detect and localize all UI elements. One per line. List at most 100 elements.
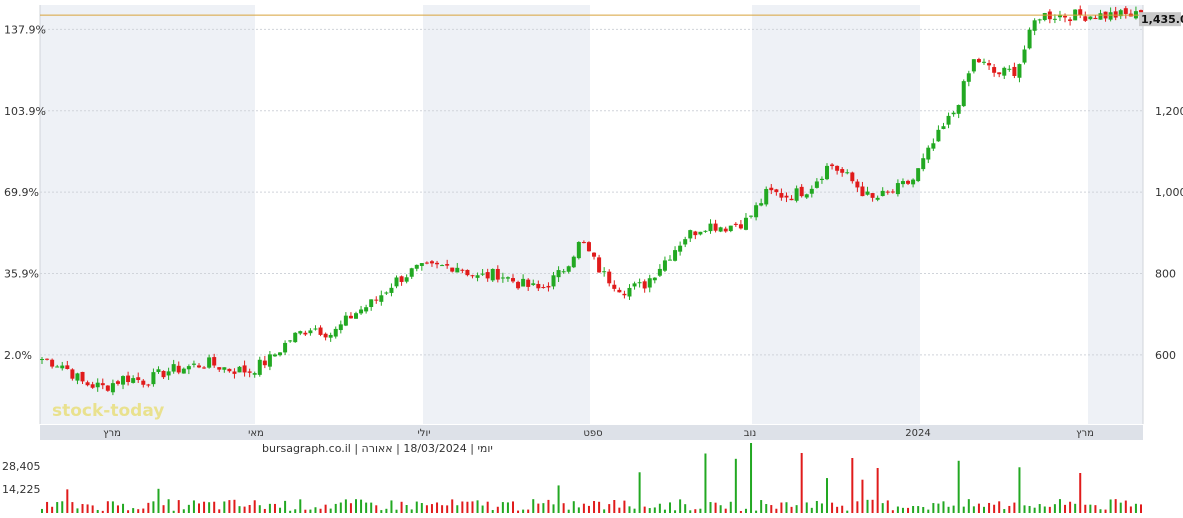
volume-bar-up bbox=[972, 506, 975, 513]
volume-bar-up bbox=[329, 508, 332, 513]
candle-up bbox=[121, 376, 126, 385]
volume-bar-up bbox=[952, 505, 955, 513]
volume-bar-down bbox=[1048, 506, 1051, 513]
period-band bbox=[1088, 5, 1143, 424]
period-bands bbox=[40, 5, 1143, 424]
candle-down bbox=[860, 186, 865, 197]
left-axis: 137.9% 103.9% 69.9% 35.9% 2.0% bbox=[4, 23, 46, 361]
period-band bbox=[423, 5, 590, 424]
volume-bar-down bbox=[537, 503, 540, 513]
volume-bar-up bbox=[881, 503, 884, 513]
volume-bar-down bbox=[1114, 499, 1117, 513]
volume-bar-up bbox=[542, 503, 545, 513]
volume-bar-up bbox=[157, 488, 160, 513]
volume-bar-down bbox=[861, 479, 864, 513]
volume-bar-up bbox=[709, 502, 712, 513]
candle-up bbox=[338, 324, 343, 331]
candle-up bbox=[668, 259, 672, 261]
volume-bar-up bbox=[826, 478, 828, 513]
candle-down bbox=[840, 169, 845, 173]
volume-bar-up bbox=[937, 503, 940, 513]
volume-bar-down bbox=[694, 509, 697, 513]
volume-bar-down bbox=[1079, 473, 1082, 513]
volume-bar-up bbox=[208, 502, 211, 513]
candle-down bbox=[987, 63, 992, 66]
volume-bar-up bbox=[901, 507, 904, 513]
candle-up bbox=[931, 143, 936, 149]
volume-bar-down bbox=[203, 501, 206, 513]
candle-up bbox=[313, 328, 318, 330]
volume-bar-up bbox=[96, 509, 99, 513]
candle-up bbox=[207, 357, 212, 368]
candle-down bbox=[90, 384, 95, 388]
candle-up bbox=[237, 366, 242, 373]
candle-down bbox=[85, 382, 90, 386]
volume-bar-up bbox=[577, 507, 580, 513]
candle-up bbox=[551, 275, 556, 287]
volume-bar-down bbox=[466, 501, 469, 513]
candle-down bbox=[607, 271, 612, 284]
volume-bar-up bbox=[223, 501, 226, 513]
volume-bar-down bbox=[86, 504, 89, 513]
volume-bar-down bbox=[1008, 505, 1011, 513]
volume-bar-down bbox=[218, 509, 221, 513]
candle-down bbox=[399, 276, 404, 282]
volume-bar-up bbox=[284, 500, 287, 513]
volume-bar-down bbox=[1064, 504, 1067, 513]
candle-down bbox=[232, 371, 237, 374]
volume-bar-up bbox=[633, 508, 636, 513]
candle-up bbox=[414, 264, 419, 269]
candle-up bbox=[743, 217, 748, 230]
candle-down bbox=[784, 195, 789, 198]
candle-down bbox=[617, 289, 622, 293]
candle-down bbox=[45, 358, 50, 360]
candle-up bbox=[926, 147, 931, 160]
right-tick-label: 600 bbox=[1155, 349, 1176, 362]
candle-up bbox=[794, 188, 799, 201]
volume-bar-down bbox=[876, 468, 879, 513]
volume-bar-down bbox=[977, 503, 980, 513]
candle-up bbox=[166, 371, 171, 376]
candle-up bbox=[440, 265, 445, 267]
candle-up bbox=[956, 104, 961, 114]
candle-down bbox=[197, 365, 201, 368]
candle-down bbox=[495, 268, 500, 280]
candle-down bbox=[460, 269, 465, 271]
x-tick-label: יולי bbox=[418, 428, 431, 439]
candle-up bbox=[627, 287, 632, 297]
volume-bar-down bbox=[623, 500, 626, 513]
candle-down bbox=[435, 262, 440, 265]
volume-bar-down bbox=[106, 501, 109, 513]
volume-bar-up bbox=[380, 510, 383, 513]
volume-bar-up bbox=[603, 509, 606, 513]
volume-bar-up bbox=[947, 506, 950, 513]
candle-up bbox=[749, 215, 754, 217]
candle-down bbox=[470, 275, 475, 277]
candle-up bbox=[222, 367, 227, 370]
candle-down bbox=[799, 186, 804, 197]
volume-bar-down bbox=[886, 500, 889, 513]
volume-bar-down bbox=[248, 504, 251, 513]
volume-bar-up bbox=[192, 500, 195, 513]
volume-bar-down bbox=[608, 504, 611, 513]
volume-bar-up bbox=[628, 506, 631, 513]
candle-up bbox=[191, 363, 196, 365]
volume-bar-down bbox=[400, 501, 403, 513]
candle-down bbox=[429, 261, 434, 264]
candle-up bbox=[490, 268, 495, 281]
volume-bar-up bbox=[1028, 505, 1031, 513]
candle-down bbox=[318, 327, 323, 335]
candle-down bbox=[769, 187, 774, 191]
volume-bar-up bbox=[111, 501, 114, 513]
volume-bar-up bbox=[927, 509, 930, 513]
volume-bar-up bbox=[294, 509, 297, 513]
volume-bar-up bbox=[506, 502, 509, 513]
volume-bar-up bbox=[385, 508, 388, 513]
volume-bar-down bbox=[618, 507, 621, 513]
volume-bar-down bbox=[547, 499, 550, 513]
gridlines bbox=[39, 5, 1144, 424]
volume-bar-up bbox=[750, 443, 753, 513]
candle-up bbox=[298, 331, 303, 334]
